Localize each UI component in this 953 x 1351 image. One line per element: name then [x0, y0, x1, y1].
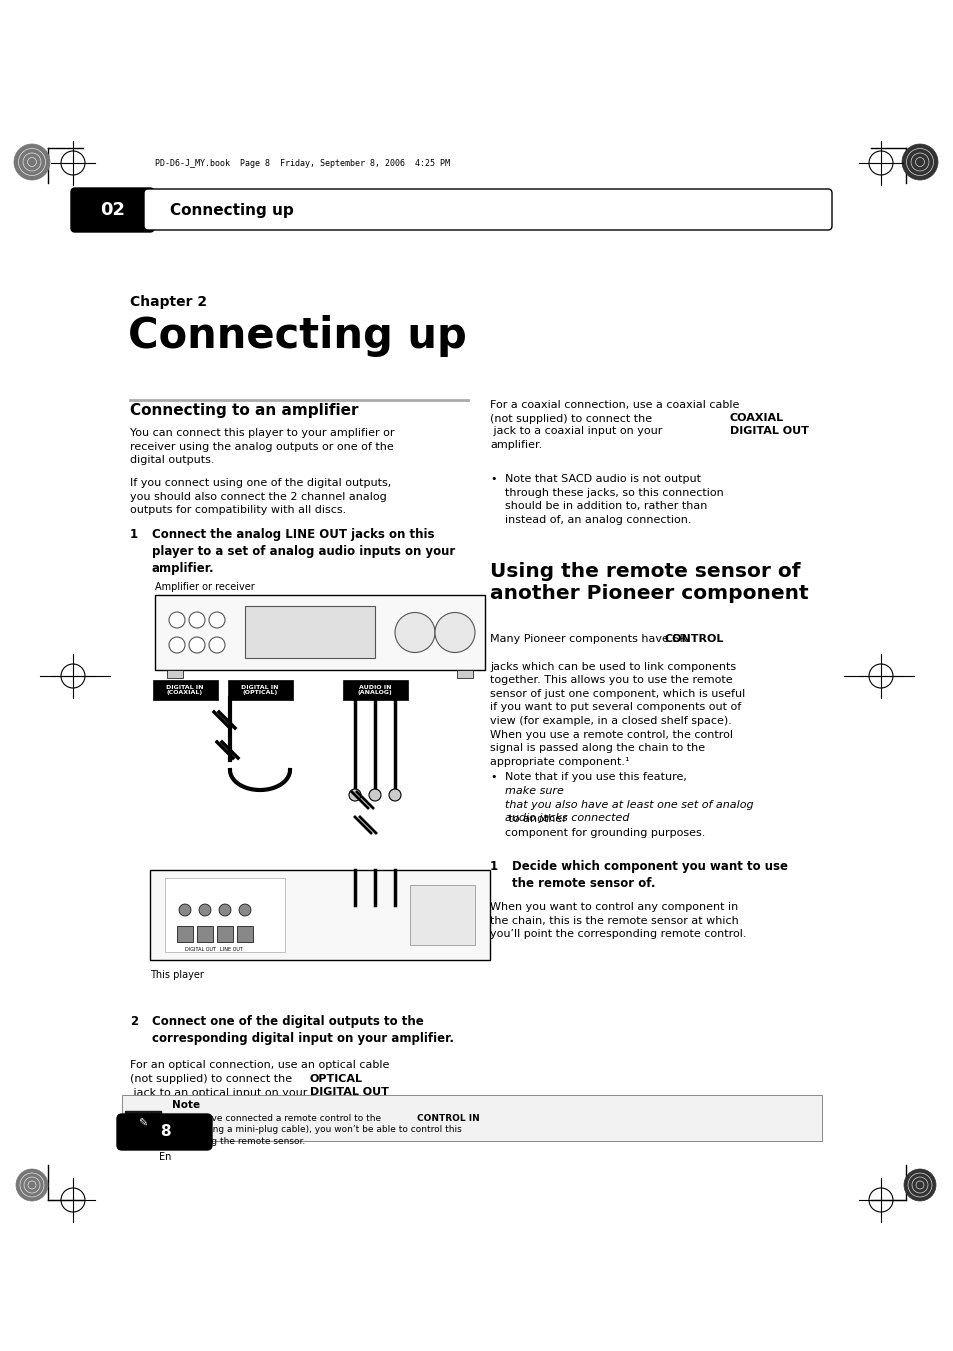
Bar [410, 885, 475, 944]
Text: DIGITAL OUT: DIGITAL OUT [185, 947, 215, 952]
Circle shape [16, 1169, 48, 1201]
Text: 8: 8 [159, 1124, 171, 1139]
Bar [177, 925, 193, 942]
Text: 1: 1 [490, 861, 497, 873]
Text: 02: 02 [100, 201, 126, 219]
Circle shape [901, 145, 937, 180]
Text: When you want to control any component in
the chain, this is the remote sensor a: When you want to control any component i… [490, 902, 745, 939]
Circle shape [209, 612, 225, 628]
Circle shape [169, 612, 185, 628]
FancyBboxPatch shape [125, 1111, 161, 1138]
Bar [122, 1096, 821, 1142]
Text: Connecting to an amplifier: Connecting to an amplifier [130, 403, 358, 417]
FancyBboxPatch shape [71, 188, 153, 232]
Text: Connect one of the digital outputs to the
corresponding digital input on your am: Connect one of the digital outputs to th… [152, 1015, 454, 1046]
Circle shape [189, 612, 205, 628]
Text: AUDIO IN
(ANALOG): AUDIO IN (ANALOG) [357, 685, 392, 696]
Circle shape [435, 612, 475, 653]
Circle shape [389, 789, 400, 801]
Bar [152, 680, 218, 700]
Text: Note: Note [172, 1100, 200, 1111]
Text: jack (using a mini-plug cable), you won’t be able to control this
unit using the: jack (using a mini-plug cable), you won’… [172, 1125, 461, 1146]
Text: Note that SACD audio is not output
through these jacks, so this connection
shoul: Note that SACD audio is not output throu… [504, 474, 723, 524]
Bar [245, 607, 375, 658]
Bar [196, 925, 213, 942]
Text: •: • [490, 771, 496, 782]
Circle shape [349, 789, 360, 801]
Text: 1: 1 [130, 528, 138, 540]
Circle shape [239, 904, 251, 916]
Circle shape [199, 904, 211, 916]
Circle shape [189, 638, 205, 653]
Bar [343, 680, 408, 700]
Bar [154, 594, 484, 670]
Text: You can connect this player to your amplifier or
receiver using the analog outpu: You can connect this player to your ampl… [130, 428, 395, 465]
Circle shape [395, 612, 435, 653]
Text: Using the remote sensor of
another Pioneer component: Using the remote sensor of another Pione… [490, 562, 808, 603]
Circle shape [209, 638, 225, 653]
Text: •: • [490, 474, 496, 484]
Text: En: En [158, 1152, 171, 1162]
Bar [236, 925, 253, 942]
Text: PD-D6-J_MY.book  Page 8  Friday, September 8, 2006  4:25 PM: PD-D6-J_MY.book Page 8 Friday, September… [154, 158, 450, 168]
Text: Amplifier or receiver: Amplifier or receiver [154, 582, 254, 592]
Circle shape [179, 904, 191, 916]
Text: Decide which component you want to use
the remote sensor of.: Decide which component you want to use t… [512, 861, 787, 890]
Text: If you have connected a remote control to the: If you have connected a remote control t… [172, 1115, 384, 1123]
Text: CONTROL: CONTROL [664, 634, 723, 644]
Circle shape [219, 904, 231, 916]
Circle shape [369, 789, 380, 801]
Text: Many Pioneer components have SR: Many Pioneer components have SR [490, 634, 690, 644]
Text: OPTICAL
DIGITAL OUT: OPTICAL DIGITAL OUT [310, 1074, 389, 1097]
Circle shape [903, 1169, 935, 1201]
Text: jack to an optical input on your
amplifier.: jack to an optical input on your amplifi… [130, 1088, 307, 1112]
Text: DIGITAL IN
(OPTICAL): DIGITAL IN (OPTICAL) [241, 685, 278, 696]
Bar [165, 878, 285, 952]
Text: ✎: ✎ [138, 1119, 148, 1129]
Text: 2: 2 [130, 1015, 138, 1028]
FancyBboxPatch shape [117, 1115, 212, 1150]
Text: This player: This player [150, 970, 204, 979]
Text: jacks which can be used to link components
together. This allows you to use the : jacks which can be used to link componen… [490, 648, 744, 767]
Text: to another
component for grounding purposes.: to another component for grounding purpo… [504, 815, 704, 838]
Bar [150, 870, 490, 961]
Text: Connecting up: Connecting up [170, 203, 294, 218]
Bar [216, 925, 233, 942]
Circle shape [14, 145, 50, 180]
Text: COAXIAL
DIGITAL OUT: COAXIAL DIGITAL OUT [729, 413, 808, 436]
Text: For an optical connection, use an optical cable
(not supplied) to connect the: For an optical connection, use an optica… [130, 1061, 389, 1084]
FancyBboxPatch shape [144, 189, 831, 230]
Text: jack to a coaxial input on your
amplifier.: jack to a coaxial input on your amplifie… [490, 426, 661, 450]
Text: Connecting up: Connecting up [128, 315, 466, 357]
Text: LINE OUT: LINE OUT [220, 947, 243, 952]
Text: Connect the analog LINE OUT jacks on this
player to a set of analog audio inputs: Connect the analog LINE OUT jacks on thi… [152, 528, 455, 576]
Bar [456, 670, 473, 678]
Text: DIGITAL IN
(COAXIAL): DIGITAL IN (COAXIAL) [166, 685, 204, 696]
Bar [167, 670, 183, 678]
Text: make sure
that you also have at least one set of analog
audio jacks connected: make sure that you also have at least on… [504, 786, 753, 823]
Text: If you connect using one of the digital outputs,
you should also connect the 2 c: If you connect using one of the digital … [130, 478, 391, 515]
Bar [228, 680, 293, 700]
Circle shape [169, 638, 185, 653]
Text: Note that if you use this feature,: Note that if you use this feature, [504, 771, 690, 782]
Text: For a coaxial connection, use a coaxial cable
(not supplied) to connect the: For a coaxial connection, use a coaxial … [490, 400, 739, 424]
Text: CONTROL IN: CONTROL IN [416, 1115, 479, 1123]
Text: Chapter 2: Chapter 2 [130, 295, 207, 309]
